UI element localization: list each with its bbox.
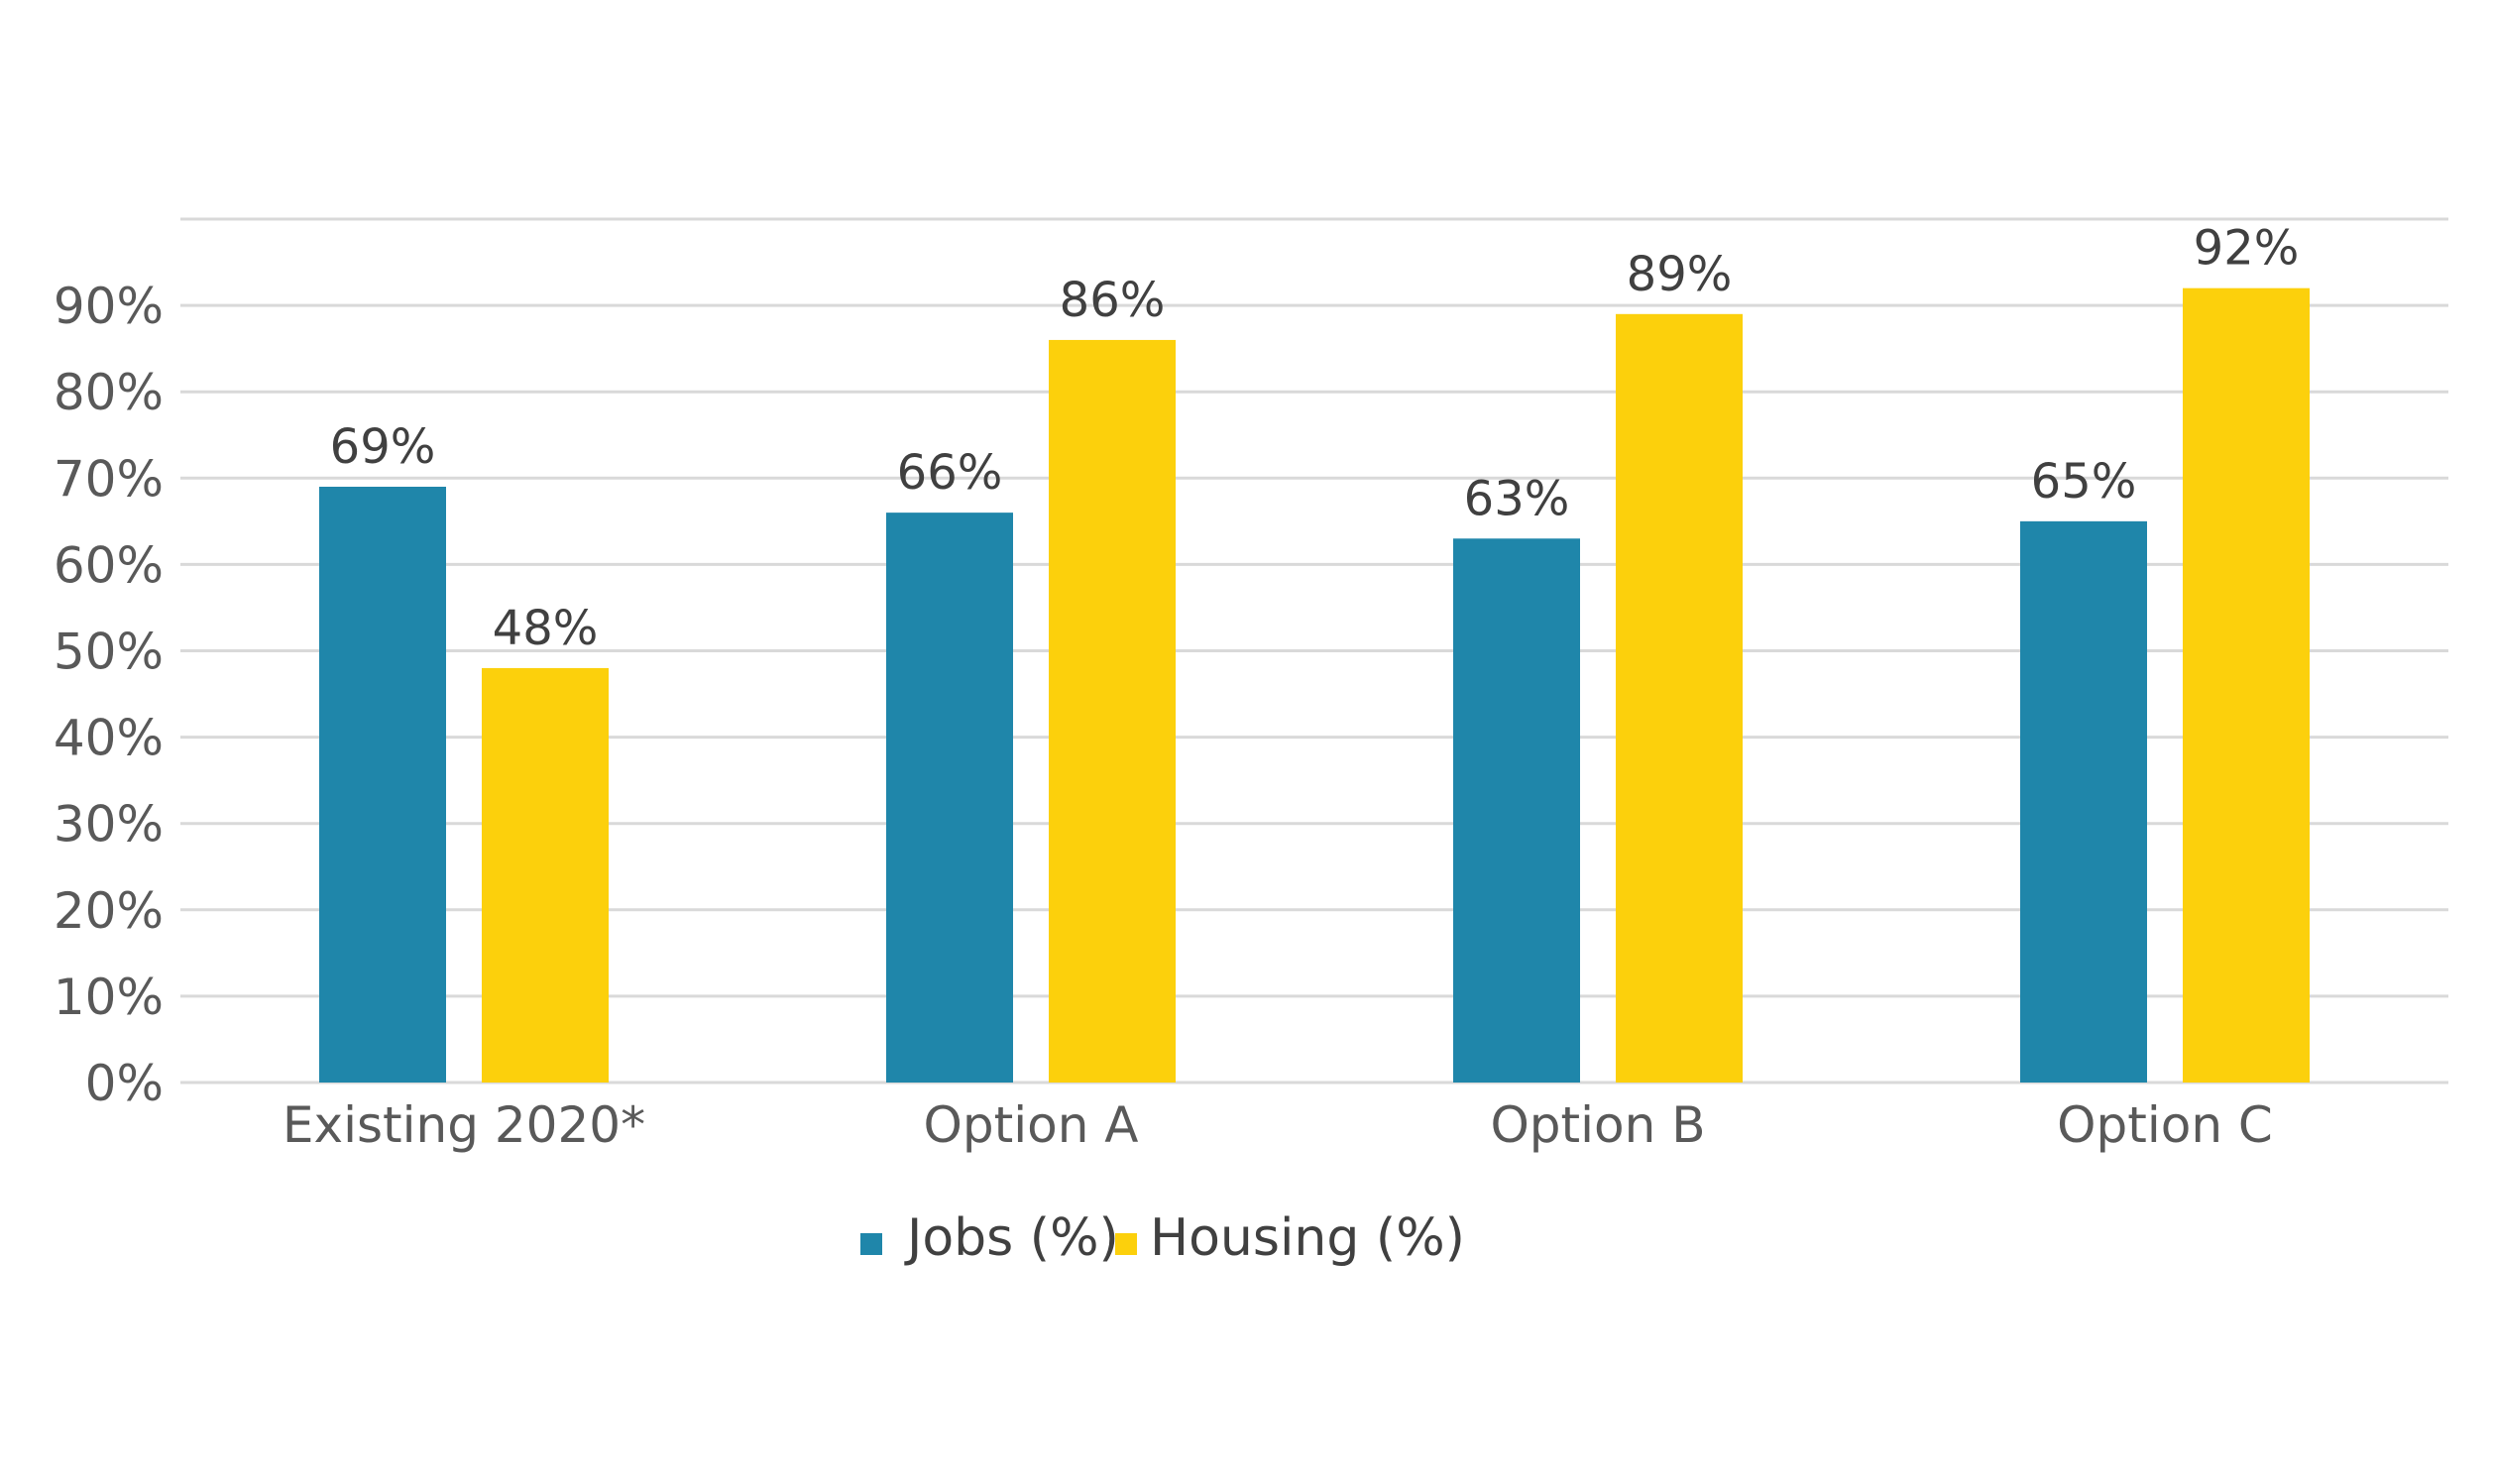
legend-label: Housing (%) (1150, 1208, 1465, 1268)
y-tick-label: 10% (54, 969, 164, 1026)
legend-swatch (860, 1233, 882, 1255)
bars (319, 287, 2310, 1083)
y-tick-label: 90% (54, 278, 164, 335)
bar (1616, 313, 1743, 1083)
y-tick-label: 70% (54, 450, 164, 508)
y-tick-label: 50% (54, 624, 164, 681)
data-label: 89% (1627, 247, 1733, 302)
x-tick-label: Option A (924, 1096, 1139, 1154)
bar (2020, 520, 2147, 1083)
bar (482, 667, 609, 1083)
legend[interactable]: Jobs (%) Housing (%) (860, 1208, 1465, 1268)
y-tick-label: 20% (54, 882, 164, 940)
y-tick-label: 80% (54, 364, 164, 421)
bar (319, 487, 446, 1083)
data-label: 63% (1464, 471, 1570, 526)
legend-label: Jobs (%) (904, 1208, 1119, 1268)
data-label: 66% (897, 445, 1003, 501)
data-label: 92% (2194, 221, 2300, 277)
legend-swatch (1115, 1233, 1137, 1255)
bar (886, 513, 1013, 1083)
y-tick-label: 0% (85, 1055, 164, 1112)
x-tick-label: Existing 2020* (283, 1096, 645, 1154)
data-labels: 69% 48% 66% 86% 63% 89% 65% 92% (330, 221, 2300, 656)
y-axis-ticks: 0% 10% 20% 30% 40% 50% 60% 70% 80% 90% (54, 278, 164, 1112)
x-tick-label: Option C (2057, 1096, 2273, 1154)
y-tick-label: 30% (54, 796, 164, 854)
y-tick-label: 60% (54, 536, 164, 594)
data-label: 69% (330, 419, 436, 475)
bar (1049, 339, 1176, 1083)
data-label: 86% (1060, 273, 1166, 328)
y-tick-label: 40% (54, 710, 164, 767)
bar (2183, 287, 2310, 1083)
data-label: 65% (2031, 454, 2137, 510)
x-axis-labels: Existing 2020* Option A Option B Option C (283, 1096, 2273, 1154)
bar (1453, 538, 1580, 1083)
data-label: 48% (493, 601, 599, 656)
x-tick-label: Option B (1490, 1096, 1705, 1154)
